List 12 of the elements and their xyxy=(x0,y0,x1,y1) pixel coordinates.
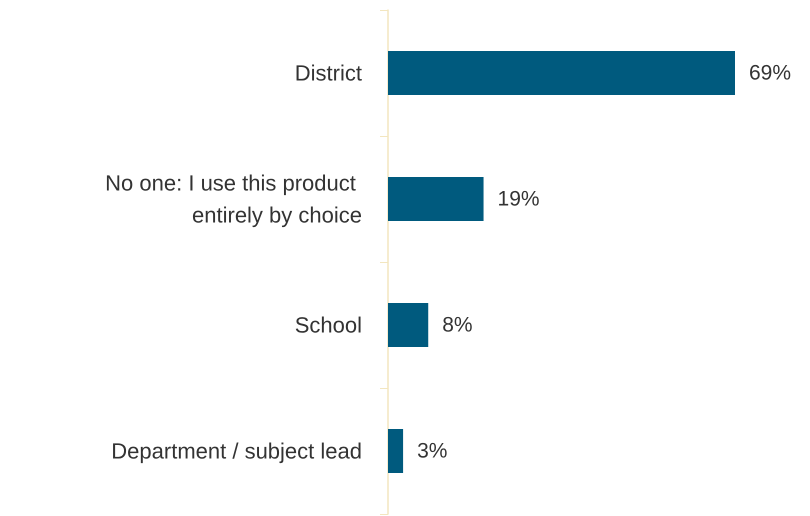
y-tick-label: Department / subject lead xyxy=(111,438,362,464)
y-tick-label: District xyxy=(294,60,362,86)
bar xyxy=(388,429,404,473)
bar xyxy=(388,303,428,347)
data-label: 69% xyxy=(749,62,792,84)
bar xyxy=(388,177,484,221)
data-label: 8% xyxy=(442,314,473,336)
bar xyxy=(388,51,735,95)
y-tick-label: No one: I use this product entirely by choice xyxy=(105,170,362,228)
data-label: 3% xyxy=(417,440,448,462)
y-tick-label: School xyxy=(294,312,362,338)
data-label: 19% xyxy=(498,188,540,210)
